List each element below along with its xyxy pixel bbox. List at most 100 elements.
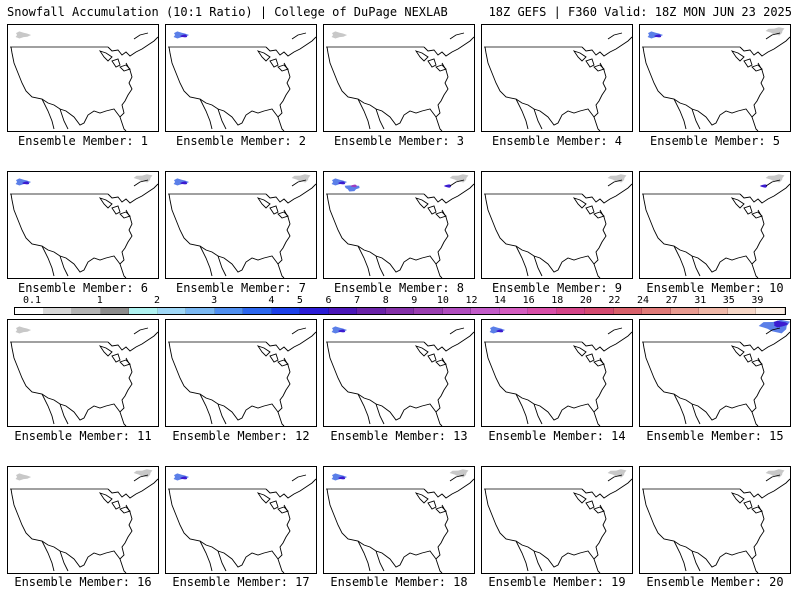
header: Snowfall Accumulation (10:1 Ratio) | Col… bbox=[0, 0, 800, 22]
coastline bbox=[168, 193, 291, 273]
coastline bbox=[593, 411, 601, 426]
ensemble-map-4 bbox=[481, 24, 633, 132]
coastline bbox=[375, 550, 385, 572]
colorbar-cell bbox=[642, 308, 671, 314]
coastline bbox=[291, 327, 307, 335]
coastline bbox=[326, 193, 449, 273]
ensemble-map-18 bbox=[323, 466, 475, 574]
map-canvas bbox=[484, 32, 632, 131]
member-caption: Ensemble Member: 18 bbox=[330, 575, 468, 589]
colorbar-label: 9 bbox=[411, 295, 418, 306]
colorbar-cell bbox=[385, 308, 415, 314]
coastline bbox=[107, 478, 158, 499]
colorbar-cell bbox=[100, 308, 130, 314]
ensemble-map-12 bbox=[165, 319, 317, 427]
member-caption: Ensemble Member: 17 bbox=[172, 575, 310, 589]
member-caption: Ensemble Member: 1 bbox=[17, 134, 149, 148]
coastline bbox=[119, 506, 131, 514]
coastline bbox=[199, 393, 213, 425]
colorbar-label: 4 bbox=[268, 295, 275, 306]
ensemble-map-19 bbox=[481, 466, 633, 574]
snow-core-northeast bbox=[759, 184, 768, 188]
coastline bbox=[449, 32, 465, 40]
colorbar-label: 5 bbox=[296, 295, 303, 306]
ensemble-map-6 bbox=[7, 171, 159, 279]
coastline bbox=[739, 36, 790, 57]
coastline bbox=[730, 50, 745, 62]
ensemble-map-1 bbox=[7, 24, 159, 132]
colorbar-cell bbox=[129, 308, 158, 314]
coastline bbox=[743, 205, 753, 215]
coastline bbox=[265, 331, 316, 352]
coastline bbox=[673, 245, 687, 277]
colorbar-label: 31 bbox=[694, 295, 707, 306]
coastline bbox=[414, 345, 429, 357]
coastline bbox=[585, 353, 595, 363]
coastline bbox=[533, 403, 543, 425]
member-caption: Ensemble Member: 20 bbox=[646, 575, 784, 589]
ensemble-map-10 bbox=[639, 171, 791, 279]
member-caption: Ensemble Member: 10 bbox=[646, 281, 784, 295]
coastline bbox=[533, 108, 543, 130]
coastline bbox=[59, 403, 69, 425]
colorbar-label: 1 bbox=[96, 295, 103, 306]
coastline bbox=[751, 359, 763, 367]
coastline bbox=[10, 46, 133, 126]
map-canvas bbox=[10, 469, 158, 573]
colorbar-cell bbox=[15, 308, 44, 314]
colorbar-scale bbox=[14, 307, 786, 315]
coastline bbox=[357, 98, 371, 130]
member-caption: Ensemble Member: 9 bbox=[491, 281, 623, 295]
colorbar-label: 12 bbox=[465, 295, 478, 306]
member-caption: Ensemble Member: 14 bbox=[488, 429, 626, 443]
snow-core-northwest bbox=[654, 34, 662, 38]
coastline bbox=[581, 331, 632, 352]
colorbar-label: 39 bbox=[751, 295, 764, 306]
coastline bbox=[277, 64, 289, 72]
coastline bbox=[10, 488, 133, 568]
coastline bbox=[730, 197, 745, 209]
coastline bbox=[484, 46, 607, 126]
coastline bbox=[98, 492, 113, 504]
colorbar-label: 35 bbox=[722, 295, 735, 306]
coastline bbox=[277, 116, 285, 131]
coastline bbox=[751, 263, 759, 278]
coastline bbox=[41, 245, 55, 277]
coastline bbox=[217, 403, 227, 425]
colorbar-labels: 0.1 1 2 3 4 5 6 7 8 9 10 12 14 16 18 20 22 24 27 31 35 39 bbox=[14, 296, 786, 307]
coastline bbox=[217, 255, 227, 277]
snow-patch-northwest bbox=[15, 326, 32, 334]
ensemble-map-3 bbox=[323, 24, 475, 132]
coastline bbox=[515, 98, 529, 130]
coastline bbox=[581, 478, 632, 499]
map-canvas bbox=[642, 320, 790, 426]
colorbar-cell bbox=[442, 308, 472, 314]
coastline bbox=[199, 245, 213, 277]
coastline bbox=[427, 353, 437, 363]
coastline bbox=[449, 327, 465, 335]
coastline bbox=[607, 179, 623, 187]
coastline bbox=[119, 211, 131, 219]
map-canvas bbox=[326, 31, 474, 131]
colorbar-cell bbox=[300, 308, 329, 314]
coastline bbox=[98, 197, 113, 209]
colorbar-cell bbox=[499, 308, 529, 314]
coastline bbox=[277, 411, 285, 426]
coastline bbox=[414, 197, 429, 209]
coastline bbox=[41, 393, 55, 425]
coastline bbox=[515, 245, 529, 277]
coastline bbox=[277, 506, 289, 514]
colorbar-cell bbox=[670, 308, 700, 314]
map-canvas bbox=[326, 469, 474, 573]
ensemble-map-20 bbox=[639, 466, 791, 574]
colorbar-label: 24 bbox=[637, 295, 650, 306]
snow-patch-northwest bbox=[173, 473, 190, 481]
map-canvas bbox=[168, 31, 316, 131]
coastline bbox=[119, 411, 127, 426]
coastline bbox=[585, 500, 595, 510]
colorbar-cell bbox=[72, 308, 101, 314]
coastline bbox=[265, 36, 316, 57]
ensemble-map-13 bbox=[323, 319, 475, 427]
coastline bbox=[572, 492, 587, 504]
